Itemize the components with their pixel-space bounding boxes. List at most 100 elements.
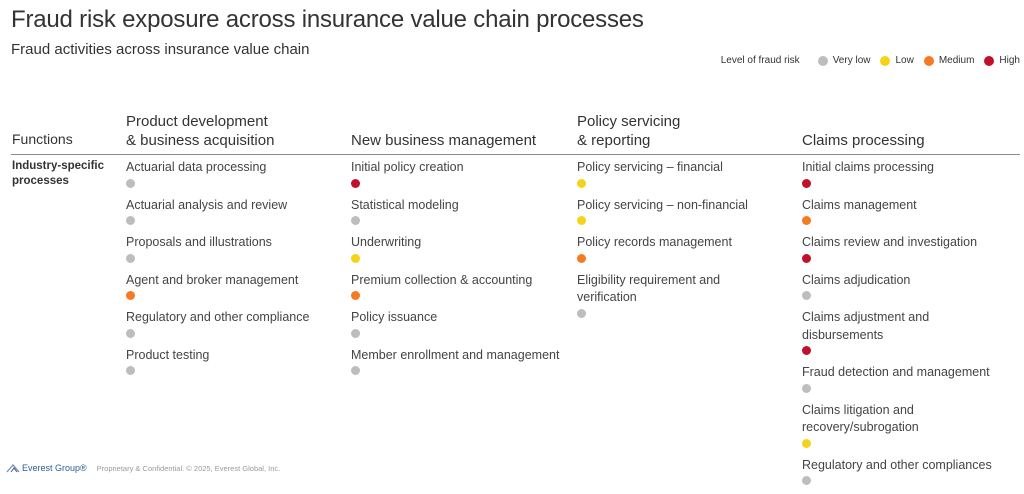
process-item: Claims review and investigation — [802, 234, 1020, 272]
process-item: Member enrollment and management — [351, 347, 569, 385]
process-item: Initial claims processing — [802, 159, 1020, 197]
process-label: Eligibility requirement and verification — [577, 272, 795, 307]
process-item: Initial policy creation — [351, 159, 569, 197]
process-label: Actuarial analysis and review — [126, 197, 344, 215]
very-low-dot-icon — [818, 56, 828, 66]
high-dot-icon — [984, 56, 994, 66]
legend-item-label: Low — [895, 55, 913, 66]
process-label: Actuarial data processing — [126, 159, 344, 177]
column-header-claims-processing: Claims processing — [802, 131, 925, 150]
header-divider — [11, 154, 1020, 155]
very-low-risk-dot-icon — [802, 476, 811, 485]
process-item: Claims management — [802, 197, 1020, 235]
process-label: Underwriting — [351, 234, 569, 252]
process-label: Policy servicing – non-financial — [577, 197, 795, 215]
process-label: Statistical modeling — [351, 197, 569, 215]
legend-label: Level of fraud risk — [721, 55, 800, 66]
process-item: Underwriting — [351, 234, 569, 272]
low-risk-dot-icon — [577, 216, 586, 225]
everest-logo-icon — [6, 463, 20, 473]
high-risk-dot-icon — [351, 179, 360, 188]
legend-item-label: Very low — [833, 55, 871, 66]
process-item: Product testing — [126, 347, 344, 385]
process-item: Proposals and illustrations — [126, 234, 344, 272]
column-new-business: Initial policy creation Statistical model… — [351, 159, 569, 384]
process-label: Claims litigation and recovery/subrogati… — [802, 402, 1020, 437]
process-item: Policy servicing – financial — [577, 159, 795, 197]
page-title: Fraud risk exposure across insurance val… — [11, 6, 644, 34]
column-header-policy-servicing: Policy servicing & reporting — [577, 112, 680, 150]
process-label: Proposals and illustrations — [126, 234, 344, 252]
process-label: Product testing — [126, 347, 344, 365]
risk-legend: Level of fraud risk Very low Low Medium … — [721, 55, 1020, 66]
legend-item-high: High — [984, 55, 1020, 66]
low-risk-dot-icon — [351, 254, 360, 263]
process-label: Policy issuance — [351, 309, 569, 327]
very-low-risk-dot-icon — [126, 254, 135, 263]
process-label: Agent and broker management — [126, 272, 344, 290]
process-label: Claims adjustment and disbursements — [802, 309, 1020, 344]
legend-item-label: Medium — [939, 55, 975, 66]
high-risk-dot-icon — [802, 254, 811, 263]
process-label: Member enrollment and management — [351, 347, 569, 365]
low-risk-dot-icon — [577, 179, 586, 188]
low-risk-dot-icon — [802, 439, 811, 448]
legend-item-medium: Medium — [924, 55, 975, 66]
process-item: Policy issuance — [351, 309, 569, 347]
column-product-development: Actuarial data processing Actuarial analy… — [126, 159, 344, 384]
low-dot-icon — [880, 56, 890, 66]
process-item: Eligibility requirement and verification — [577, 272, 795, 327]
medium-risk-dot-icon — [126, 291, 135, 300]
footer-copyright: Proprietary & Confidential. © 2025, Ever… — [97, 464, 281, 473]
process-item: Statistical modeling — [351, 197, 569, 235]
process-item: Policy servicing – non-financial — [577, 197, 795, 235]
process-item: Premium collection & accounting — [351, 272, 569, 310]
medium-risk-dot-icon — [802, 216, 811, 225]
very-low-risk-dot-icon — [126, 329, 135, 338]
legend-item-very-low: Very low — [818, 55, 871, 66]
process-item: Policy records management — [577, 234, 795, 272]
footer: Everest Group® Proprietary & Confidentia… — [6, 463, 280, 473]
process-label: Claims management — [802, 197, 1020, 215]
process-label: Regulatory and other compliances — [802, 457, 1020, 475]
very-low-risk-dot-icon — [126, 366, 135, 375]
process-label: Regulatory and other compliance — [126, 309, 344, 327]
process-label: Claims adjudication — [802, 272, 1020, 290]
medium-risk-dot-icon — [577, 254, 586, 263]
page-subtitle: Fraud activities across insurance value … — [11, 41, 309, 58]
very-low-risk-dot-icon — [351, 216, 360, 225]
high-risk-dot-icon — [802, 179, 811, 188]
medium-dot-icon — [924, 56, 934, 66]
legend-item-label: High — [999, 55, 1020, 66]
very-low-risk-dot-icon — [577, 309, 586, 318]
process-item: Claims litigation and recovery/subrogati… — [802, 402, 1020, 457]
process-item: Actuarial analysis and review — [126, 197, 344, 235]
column-header-product-development: Product development & business acquisiti… — [126, 112, 274, 150]
very-low-risk-dot-icon — [802, 291, 811, 300]
row-label-industry-specific: Industry-specific processes — [12, 159, 104, 188]
column-policy-servicing: Policy servicing – financial Policy servi… — [577, 159, 795, 327]
process-item: Agent and broker management — [126, 272, 344, 310]
process-item: Claims adjustment and disbursements — [802, 309, 1020, 364]
process-label: Initial policy creation — [351, 159, 569, 177]
very-low-risk-dot-icon — [351, 366, 360, 375]
process-label: Premium collection & accounting — [351, 272, 569, 290]
high-risk-dot-icon — [802, 346, 811, 355]
process-label: Fraud detection and management — [802, 364, 1020, 382]
functions-label: Functions — [12, 131, 73, 147]
process-item: Regulatory and other compliances — [802, 457, 1020, 494]
very-low-risk-dot-icon — [351, 329, 360, 338]
column-header-new-business: New business management — [351, 131, 536, 150]
very-low-risk-dot-icon — [126, 216, 135, 225]
process-label: Policy servicing – financial — [577, 159, 795, 177]
footer-logo-text: Everest Group® — [22, 463, 87, 473]
process-label: Claims review and investigation — [802, 234, 1020, 252]
process-label: Policy records management — [577, 234, 795, 252]
process-item: Fraud detection and management — [802, 364, 1020, 402]
medium-risk-dot-icon — [351, 291, 360, 300]
legend-item-low: Low — [880, 55, 913, 66]
process-item: Regulatory and other compliance — [126, 309, 344, 347]
process-item: Claims adjudication — [802, 272, 1020, 310]
very-low-risk-dot-icon — [126, 179, 135, 188]
